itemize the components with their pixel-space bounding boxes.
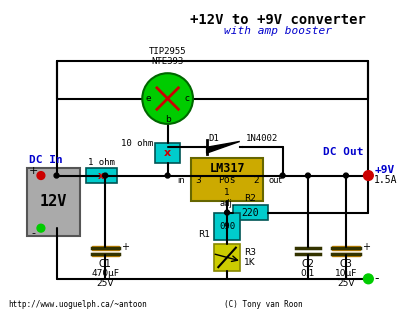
FancyBboxPatch shape — [191, 158, 263, 201]
FancyBboxPatch shape — [233, 205, 268, 220]
Text: 10 ohm: 10 ohm — [121, 139, 153, 148]
Text: 220: 220 — [242, 208, 259, 218]
Circle shape — [165, 173, 170, 178]
Text: +12V to +9V converter: +12V to +9V converter — [190, 13, 366, 27]
Text: C3: C3 — [340, 259, 352, 269]
Text: (C) Tony van Roon: (C) Tony van Roon — [224, 300, 303, 309]
Text: 25V: 25V — [337, 279, 355, 288]
Circle shape — [142, 73, 193, 124]
Circle shape — [364, 274, 373, 284]
Text: C1: C1 — [99, 259, 112, 269]
Text: +: + — [28, 166, 38, 176]
Text: +: + — [362, 242, 370, 252]
Text: R1: R1 — [198, 229, 210, 239]
Circle shape — [280, 173, 285, 178]
Polygon shape — [332, 246, 360, 250]
Text: C2: C2 — [302, 259, 314, 269]
Circle shape — [37, 172, 45, 179]
Text: R2: R2 — [244, 194, 256, 204]
Text: DC Out: DC Out — [323, 147, 363, 157]
Text: -: - — [374, 272, 379, 285]
Text: 2: 2 — [254, 176, 259, 185]
Circle shape — [103, 173, 108, 178]
Text: x: x — [98, 171, 104, 180]
Text: x: x — [164, 148, 171, 158]
Text: NTE393: NTE393 — [152, 57, 184, 66]
Circle shape — [306, 173, 310, 178]
Text: 0.1: 0.1 — [301, 270, 315, 278]
Text: D1: D1 — [208, 134, 219, 143]
Text: http://www.uoguelph.ca/~antoon: http://www.uoguelph.ca/~antoon — [8, 300, 146, 309]
FancyBboxPatch shape — [214, 213, 240, 240]
Text: Pos: Pos — [218, 175, 236, 185]
Text: 1: 1 — [224, 188, 230, 197]
Circle shape — [364, 171, 373, 180]
Circle shape — [344, 173, 348, 178]
Text: TIP2955: TIP2955 — [149, 47, 186, 56]
Circle shape — [225, 210, 230, 215]
Circle shape — [37, 224, 45, 232]
Polygon shape — [207, 142, 240, 153]
Polygon shape — [92, 246, 119, 250]
Text: 090: 090 — [219, 222, 235, 231]
Text: 3: 3 — [195, 176, 201, 185]
FancyBboxPatch shape — [86, 168, 117, 183]
FancyBboxPatch shape — [155, 143, 180, 163]
Text: 470μF: 470μF — [91, 270, 119, 278]
Text: in: in — [178, 176, 185, 185]
Text: 12V: 12V — [40, 194, 67, 210]
Text: with amp booster: with amp booster — [224, 26, 332, 36]
Polygon shape — [92, 252, 119, 256]
FancyBboxPatch shape — [214, 244, 240, 271]
Text: DC In: DC In — [29, 155, 63, 165]
Text: R3: R3 — [244, 248, 256, 257]
Text: c: c — [185, 94, 190, 103]
Text: e: e — [145, 94, 151, 103]
Text: adj.: adj. — [219, 199, 235, 208]
Text: 1K: 1K — [244, 258, 255, 267]
FancyBboxPatch shape — [27, 168, 80, 236]
Text: +: + — [121, 242, 129, 252]
Text: LM317: LM317 — [209, 162, 245, 175]
Text: 1 ohm: 1 ohm — [88, 158, 115, 167]
Text: b: b — [165, 115, 170, 125]
Text: 25V: 25V — [96, 279, 114, 288]
Polygon shape — [332, 252, 360, 256]
Text: 1N4002: 1N4002 — [246, 134, 278, 143]
Text: 10μF: 10μF — [335, 270, 357, 278]
Text: +9V: +9V — [374, 165, 394, 175]
Text: 1.5A: 1.5A — [374, 175, 398, 185]
Text: out: out — [269, 176, 283, 185]
Text: -: - — [31, 228, 35, 238]
Circle shape — [54, 173, 59, 178]
